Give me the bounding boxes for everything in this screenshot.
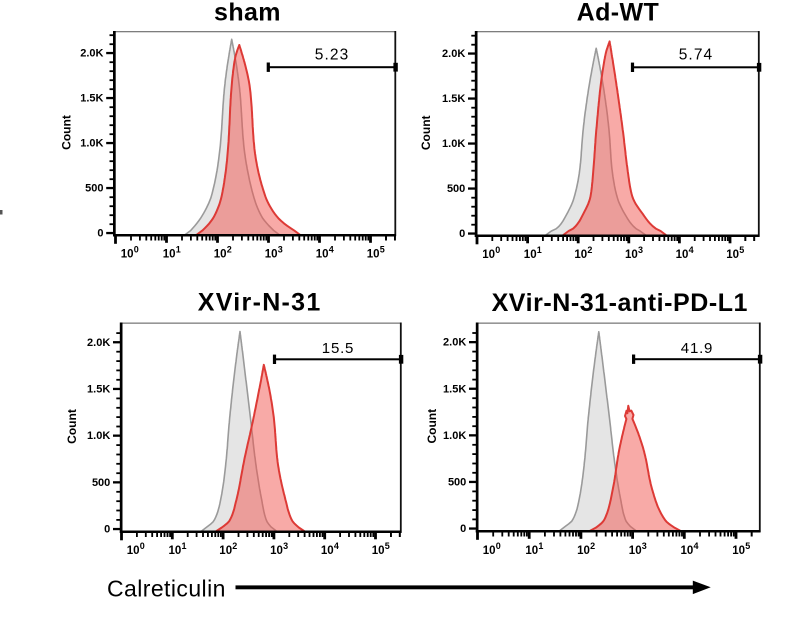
- svg-text:Count: Count: [65, 409, 79, 444]
- svg-text:10: 10: [321, 545, 334, 557]
- svg-text:2: 2: [587, 245, 592, 255]
- svg-text:5: 5: [385, 541, 390, 551]
- svg-text:1.5K: 1.5K: [443, 383, 466, 395]
- svg-text:5.23: 5.23: [315, 46, 350, 63]
- svg-text:0: 0: [496, 541, 501, 551]
- svg-text:XVir-N-31-anti-PD-L1: XVir-N-31-anti-PD-L1: [492, 289, 748, 317]
- svg-text:10: 10: [525, 545, 538, 557]
- svg-text:10: 10: [577, 545, 590, 557]
- svg-text:10: 10: [681, 545, 694, 557]
- svg-text:10: 10: [219, 545, 232, 557]
- svg-text:Ad-WT: Ad-WT: [577, 0, 660, 27]
- svg-text:XVir-N-31: XVir-N-31: [198, 288, 322, 316]
- svg-text:10: 10: [169, 545, 182, 557]
- svg-text:10: 10: [574, 249, 587, 261]
- svg-text:10: 10: [316, 249, 329, 261]
- svg-text:2: 2: [232, 541, 237, 551]
- svg-text:1: 1: [176, 244, 181, 254]
- svg-text:10: 10: [127, 545, 140, 557]
- svg-text:10: 10: [524, 249, 537, 261]
- svg-text:500: 500: [85, 183, 103, 195]
- svg-text:2.0K: 2.0K: [87, 337, 110, 349]
- svg-text:0: 0: [104, 524, 110, 536]
- svg-text:5.74: 5.74: [679, 47, 714, 64]
- svg-text:2: 2: [227, 244, 232, 254]
- svg-text:10: 10: [372, 545, 385, 557]
- svg-text:1.5K: 1.5K: [87, 384, 110, 396]
- svg-text:1.5K: 1.5K: [80, 93, 103, 105]
- svg-text:1.5K: 1.5K: [442, 93, 465, 105]
- svg-text:Count: Count: [425, 409, 439, 444]
- svg-text:0: 0: [495, 245, 500, 255]
- svg-text:10: 10: [482, 249, 495, 261]
- svg-text:1.0K: 1.0K: [443, 430, 466, 442]
- svg-text:15.5: 15.5: [322, 340, 354, 357]
- svg-text:4: 4: [334, 541, 339, 551]
- svg-text:1: 1: [538, 541, 543, 551]
- svg-text:3: 3: [283, 541, 288, 551]
- svg-text:Calreticulin: Calreticulin: [107, 576, 226, 602]
- svg-text:2.0K: 2.0K: [80, 48, 103, 60]
- svg-text:1.0K: 1.0K: [87, 430, 110, 442]
- svg-text:500: 500: [448, 477, 466, 489]
- svg-text:3: 3: [278, 244, 283, 254]
- svg-text:3: 3: [638, 245, 643, 255]
- svg-text:2.0K: 2.0K: [442, 48, 465, 60]
- svg-text:4: 4: [694, 541, 699, 551]
- svg-text:3: 3: [642, 541, 647, 551]
- svg-text:5: 5: [745, 541, 750, 551]
- svg-text:0: 0: [459, 228, 465, 240]
- svg-text:10: 10: [676, 249, 689, 261]
- svg-text:1: 1: [182, 541, 187, 551]
- svg-text:0: 0: [140, 541, 145, 551]
- svg-text:10: 10: [732, 545, 745, 557]
- svg-text:10: 10: [367, 249, 380, 261]
- svg-text:10: 10: [270, 545, 283, 557]
- svg-text:10: 10: [265, 249, 278, 261]
- svg-text:10: 10: [214, 249, 227, 261]
- svg-text:500: 500: [92, 477, 110, 489]
- svg-text:10: 10: [726, 249, 739, 261]
- svg-text:1: 1: [537, 245, 542, 255]
- svg-text:41.9: 41.9: [681, 340, 713, 357]
- svg-text:5: 5: [380, 244, 385, 254]
- svg-text:1.0K: 1.0K: [80, 138, 103, 150]
- svg-text:10: 10: [483, 545, 496, 557]
- svg-text:5: 5: [739, 245, 744, 255]
- svg-text:Count: Count: [419, 115, 433, 150]
- svg-text:0: 0: [97, 228, 103, 240]
- svg-text:500: 500: [447, 183, 465, 195]
- svg-text:4: 4: [689, 245, 694, 255]
- svg-text:10: 10: [121, 249, 134, 261]
- svg-text:Count: Count: [60, 115, 74, 150]
- svg-text:2.0K: 2.0K: [443, 337, 466, 349]
- svg-text:10: 10: [629, 545, 642, 557]
- svg-text:0: 0: [460, 523, 466, 535]
- svg-text:4: 4: [329, 244, 334, 254]
- svg-text:sham: sham: [214, 0, 281, 27]
- svg-text:10: 10: [625, 249, 638, 261]
- svg-text:0: 0: [134, 244, 139, 254]
- svg-text:2: 2: [590, 541, 595, 551]
- svg-text:1.0K: 1.0K: [442, 138, 465, 150]
- svg-text:10: 10: [163, 249, 176, 261]
